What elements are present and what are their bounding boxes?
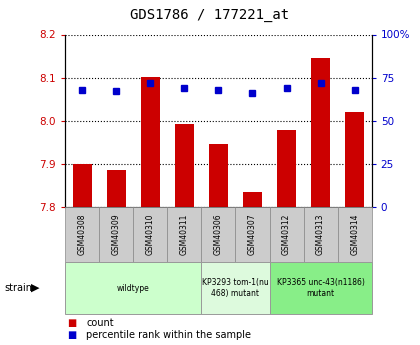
Bar [141, 77, 160, 207]
Text: ■: ■ [67, 330, 76, 339]
Bar [277, 130, 296, 207]
Text: GDS1786 / 177221_at: GDS1786 / 177221_at [131, 8, 289, 22]
Text: wildtype: wildtype [117, 284, 150, 293]
Bar [345, 112, 364, 207]
Bar [270, 207, 304, 262]
Bar [99, 207, 133, 262]
Text: GSM40311: GSM40311 [180, 214, 189, 255]
Text: GSM40308: GSM40308 [78, 214, 87, 255]
Bar [201, 207, 236, 262]
Bar [107, 170, 126, 207]
Bar [311, 58, 330, 207]
Text: GSM40314: GSM40314 [350, 214, 359, 255]
Bar [304, 207, 338, 262]
Text: ■: ■ [67, 318, 76, 327]
Bar [167, 207, 201, 262]
Text: percentile rank within the sample: percentile rank within the sample [86, 330, 251, 339]
Bar [243, 192, 262, 207]
Text: ▶: ▶ [32, 283, 40, 293]
Text: count: count [86, 318, 114, 327]
Text: GSM40313: GSM40313 [316, 214, 325, 255]
Bar [175, 124, 194, 207]
Bar [201, 262, 270, 314]
Text: strain: strain [4, 283, 32, 293]
Bar [133, 207, 167, 262]
Bar [209, 145, 228, 207]
Text: KP3293 tom-1(nu
468) mutant: KP3293 tom-1(nu 468) mutant [202, 278, 269, 298]
Bar [73, 164, 92, 207]
Text: KP3365 unc-43(n1186)
mutant: KP3365 unc-43(n1186) mutant [277, 278, 365, 298]
Text: GSM40309: GSM40309 [112, 214, 121, 255]
Text: GSM40307: GSM40307 [248, 214, 257, 255]
Text: GSM40306: GSM40306 [214, 214, 223, 255]
Bar [270, 262, 372, 314]
Text: GSM40310: GSM40310 [146, 214, 155, 255]
Bar [236, 207, 270, 262]
Bar [338, 207, 372, 262]
Bar [65, 262, 201, 314]
Text: GSM40312: GSM40312 [282, 214, 291, 255]
Bar [65, 207, 99, 262]
